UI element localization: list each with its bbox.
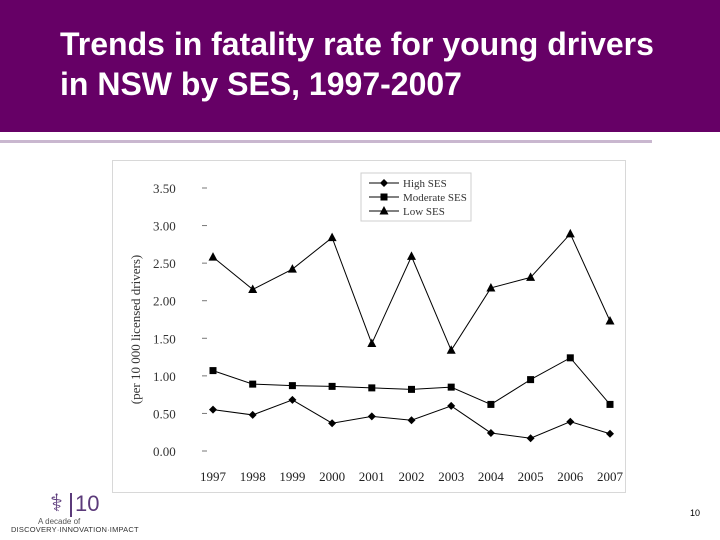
y-tick-label: 0.00 xyxy=(153,444,176,459)
slide-title: Trends in fatality rate for young driver… xyxy=(60,26,654,102)
data-point-square xyxy=(566,354,574,362)
x-tick-label: 2002 xyxy=(399,469,425,484)
x-tick-label: 2003 xyxy=(438,469,464,484)
legend-label: Low SES xyxy=(403,206,445,218)
data-point-diamond xyxy=(248,410,257,419)
data-point-square xyxy=(209,367,217,375)
title-bar: Trends in fatality rate for young driver… xyxy=(0,0,720,132)
legend-marker-triangle xyxy=(379,206,389,215)
data-point-square xyxy=(487,400,495,408)
x-tick-label: 2007 xyxy=(597,469,624,484)
data-point-triangle xyxy=(208,252,218,261)
data-point-diamond xyxy=(447,401,456,410)
legend-marker-square xyxy=(380,193,388,201)
y-tick-label: 2.00 xyxy=(153,294,176,309)
series-line-square xyxy=(212,357,611,405)
legend-marker-diamond xyxy=(380,179,388,187)
data-point-diamond xyxy=(407,416,416,425)
data-point-triangle xyxy=(248,284,258,293)
data-point-diamond xyxy=(606,429,614,438)
data-point-square xyxy=(328,382,336,390)
logo-tagline-2: DISCOVERY·INNOVATION·IMPACT xyxy=(11,525,139,534)
y-tick-label: 1.00 xyxy=(153,369,176,384)
x-tick-label: 2000 xyxy=(319,469,345,484)
legend-label: Moderate SES xyxy=(403,192,467,204)
data-point-square xyxy=(606,400,614,408)
series-line-triangle xyxy=(212,232,611,352)
data-point-diamond xyxy=(288,395,297,404)
page-number: 10 xyxy=(690,508,701,518)
data-point-diamond xyxy=(566,417,575,426)
data-point-square xyxy=(368,384,376,392)
data-point-triangle xyxy=(367,338,377,348)
legend-label: High SES xyxy=(403,178,447,190)
data-point-square xyxy=(408,385,415,393)
y-axis-label: (per 10 000 licensed drivers) xyxy=(128,255,143,404)
data-point-diamond xyxy=(486,428,495,437)
x-tick-label: 2005 xyxy=(518,469,544,484)
data-point-triangle xyxy=(327,232,337,242)
y-tick-label: 0.50 xyxy=(153,406,176,421)
x-tick-label: 1999 xyxy=(279,469,305,484)
x-tick-label: 1997 xyxy=(200,469,227,484)
x-tick-label: 1998 xyxy=(240,469,266,484)
logo-tagline-1: A decade of xyxy=(38,517,81,526)
x-tick-label: 2001 xyxy=(359,469,385,484)
data-point-diamond xyxy=(526,434,535,443)
data-point-square xyxy=(249,380,257,388)
title-underline xyxy=(0,140,652,143)
data-point-triangle xyxy=(446,345,456,354)
data-point-triangle xyxy=(287,264,297,273)
caduceus-icon: ⚕ xyxy=(50,490,63,517)
data-point-triangle xyxy=(486,282,496,292)
data-point-diamond xyxy=(209,405,217,414)
x-tick-label: 2004 xyxy=(478,469,505,484)
data-point-square xyxy=(447,383,455,391)
y-tick-label: 3.50 xyxy=(153,181,176,196)
chart-svg: 0.00 0.50 1.00 1.50 2.00 2.50 3.00 3.50 1997 1998… xyxy=(128,172,624,484)
decade-logo: ⚕ 10 A decade of DISCOVERY·INNOVATION·IM… xyxy=(8,490,139,536)
data-point-triangle xyxy=(605,316,615,325)
y-tick-label: 3.00 xyxy=(153,219,176,234)
fatality-rate-chart: 0.00 0.50 1.00 1.50 2.00 2.50 3.00 3.50 1997 1998… xyxy=(112,160,626,493)
logo-divider xyxy=(70,493,72,517)
data-point-diamond xyxy=(328,419,337,428)
data-point-triangle xyxy=(565,228,575,238)
x-tick-label: 2006 xyxy=(557,469,584,484)
data-point-diamond xyxy=(367,412,376,421)
data-point-triangle xyxy=(526,272,536,281)
y-tick-label: 1.50 xyxy=(153,331,176,346)
data-point-square xyxy=(527,376,535,384)
logo-number: 10 xyxy=(75,491,100,516)
data-point-square xyxy=(288,382,296,390)
data-point-triangle xyxy=(407,251,416,260)
y-tick-label: 2.50 xyxy=(153,256,176,271)
